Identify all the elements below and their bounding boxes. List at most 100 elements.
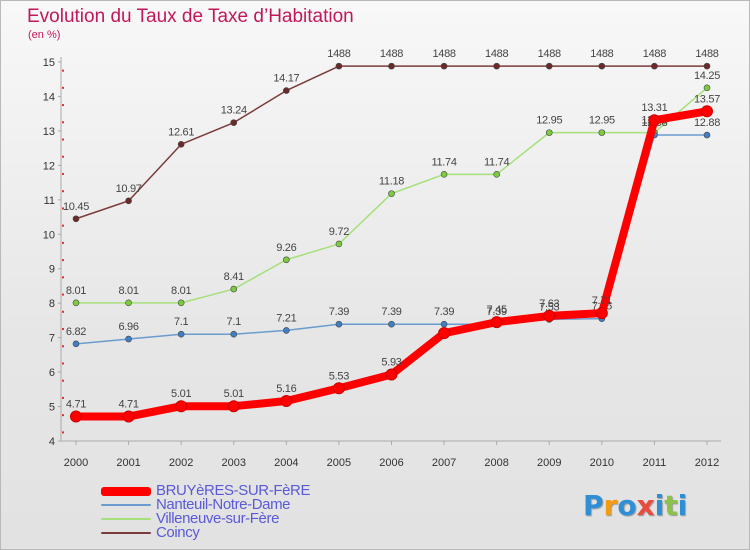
series-point-3	[335, 62, 343, 70]
y-minor-dot	[62, 224, 64, 227]
series-point-0	[385, 368, 398, 381]
data-label-1: 7.39	[329, 306, 349, 318]
y-minor-dot	[62, 241, 64, 244]
logo-letter: o	[617, 489, 637, 522]
y-tick-label: 4	[49, 436, 55, 448]
data-label-3: 12.61	[168, 126, 194, 138]
legend-label-coincy: Coincy	[156, 524, 200, 541]
y-minor-dot	[62, 104, 64, 107]
y-minor-dot	[62, 310, 64, 313]
data-label-0: 7.63	[539, 298, 559, 310]
data-label-3: 1488	[695, 48, 718, 60]
x-tick-label: 2004	[274, 457, 298, 469]
y-tick-label: 8	[49, 298, 55, 310]
series-point-3	[598, 62, 606, 70]
data-label-2: 8.01	[66, 285, 86, 297]
series-point-3	[388, 62, 395, 70]
legend-swatch-bruyeres	[101, 486, 151, 496]
y-minor-dot	[62, 121, 64, 124]
data-label-2: 12.95	[589, 115, 615, 127]
series-point-3	[283, 87, 290, 94]
y-minor-dot	[62, 431, 64, 434]
data-label-3: 1488	[380, 48, 403, 60]
data-label-3: 1488	[590, 48, 613, 60]
data-label-2: 11.18	[379, 176, 404, 188]
y-tick-label: 5	[49, 402, 55, 414]
y-minor-dot	[62, 345, 64, 348]
y-tick-label: 9	[49, 264, 55, 276]
series-point-0	[701, 105, 713, 118]
data-label-1: 7.1	[174, 316, 189, 328]
data-label-0: 5.01	[224, 388, 244, 400]
data-label-1: 7.1	[227, 316, 242, 328]
data-label-1: 7.39	[381, 306, 401, 318]
series-point-2	[177, 299, 185, 307]
data-label-1: 6.82	[66, 326, 86, 338]
legend-item-bruyeres: BRUYèRES-SUR-FèRE	[101, 483, 310, 498]
data-label-1: 7.39	[487, 306, 507, 318]
data-label-0: 5.53	[329, 370, 349, 382]
y-tick-label: 14	[43, 91, 55, 103]
series-point-2	[125, 299, 132, 307]
series-point-3	[177, 141, 185, 148]
data-label-0: 5.01	[171, 388, 191, 400]
data-label-2: 8.01	[118, 285, 138, 297]
y-tick-label: 12	[43, 160, 55, 172]
x-tick-label: 2010	[590, 457, 614, 469]
y-tick-label: 6	[49, 367, 55, 379]
data-label-2: 12.95	[536, 115, 562, 127]
logo-letter: P	[583, 489, 604, 522]
y-tick-label: 11	[44, 195, 55, 207]
data-label-2: 9.72	[329, 226, 349, 238]
series-point-1	[440, 320, 448, 328]
series-point-0	[175, 400, 188, 413]
data-label-3: 1488	[432, 48, 455, 60]
data-label-2: 8.01	[171, 285, 191, 297]
data-label-1: 6.96	[118, 321, 138, 333]
series-point-1	[72, 340, 80, 348]
y-minor-dot	[62, 207, 64, 210]
series-point-2	[545, 129, 553, 136]
legend-item-villeneuve: Villeneuve-sur-Fère	[101, 510, 310, 527]
x-tick-label: 2007	[432, 457, 456, 469]
data-label-1: 7.21	[276, 312, 296, 324]
y-minor-dot	[62, 396, 64, 399]
logo-letter: i	[677, 489, 688, 522]
data-label-2: 14.25	[694, 70, 720, 82]
legend-label-villeneuve: Villeneuve-sur-Fère	[156, 510, 280, 527]
data-label-0: 5.16	[276, 383, 296, 395]
data-label-3: 14.17	[273, 73, 299, 85]
series-point-0	[543, 309, 556, 322]
series-point-2	[335, 240, 343, 248]
series-point-3	[440, 62, 448, 70]
x-tick-label: 2005	[327, 457, 351, 469]
data-label-3: 1488	[327, 48, 350, 60]
series-point-3	[125, 197, 132, 205]
legend-label-nanteuil: Nanteuil-Notre-Dame	[156, 496, 291, 513]
data-label-0: 5.93	[381, 357, 401, 369]
chart-title: Evolution du Taux de Taxe d’Habitation	[27, 6, 354, 27]
y-tick-label: 13	[43, 126, 55, 138]
series-point-2	[440, 171, 448, 178]
legend-item-coincy: Coincy	[101, 524, 310, 541]
series-point-1	[177, 330, 185, 338]
series-point-3	[703, 62, 711, 70]
data-label-3: 1488	[643, 48, 666, 60]
x-tick-label: 2003	[222, 457, 246, 469]
y-minor-dot	[62, 155, 64, 158]
series-point-3	[651, 62, 658, 70]
y-minor-dot	[62, 293, 64, 296]
data-label-2: 8.41	[224, 271, 244, 283]
y-minor-dot	[62, 362, 64, 365]
series-point-2	[388, 190, 395, 197]
legend: BRUYèRES-SUR-FèRE Nanteuil-Notre-Dame Vi…	[101, 483, 310, 541]
legend-swatch-coincy	[101, 532, 151, 534]
logo-letter: t	[664, 489, 678, 522]
data-label-2: 11.74	[484, 156, 509, 168]
series-point-1	[388, 320, 395, 328]
data-label-2: 9.26	[276, 242, 296, 254]
series-point-3	[545, 62, 553, 70]
logo-letter: x	[636, 489, 655, 522]
y-minor-dot	[62, 328, 64, 331]
